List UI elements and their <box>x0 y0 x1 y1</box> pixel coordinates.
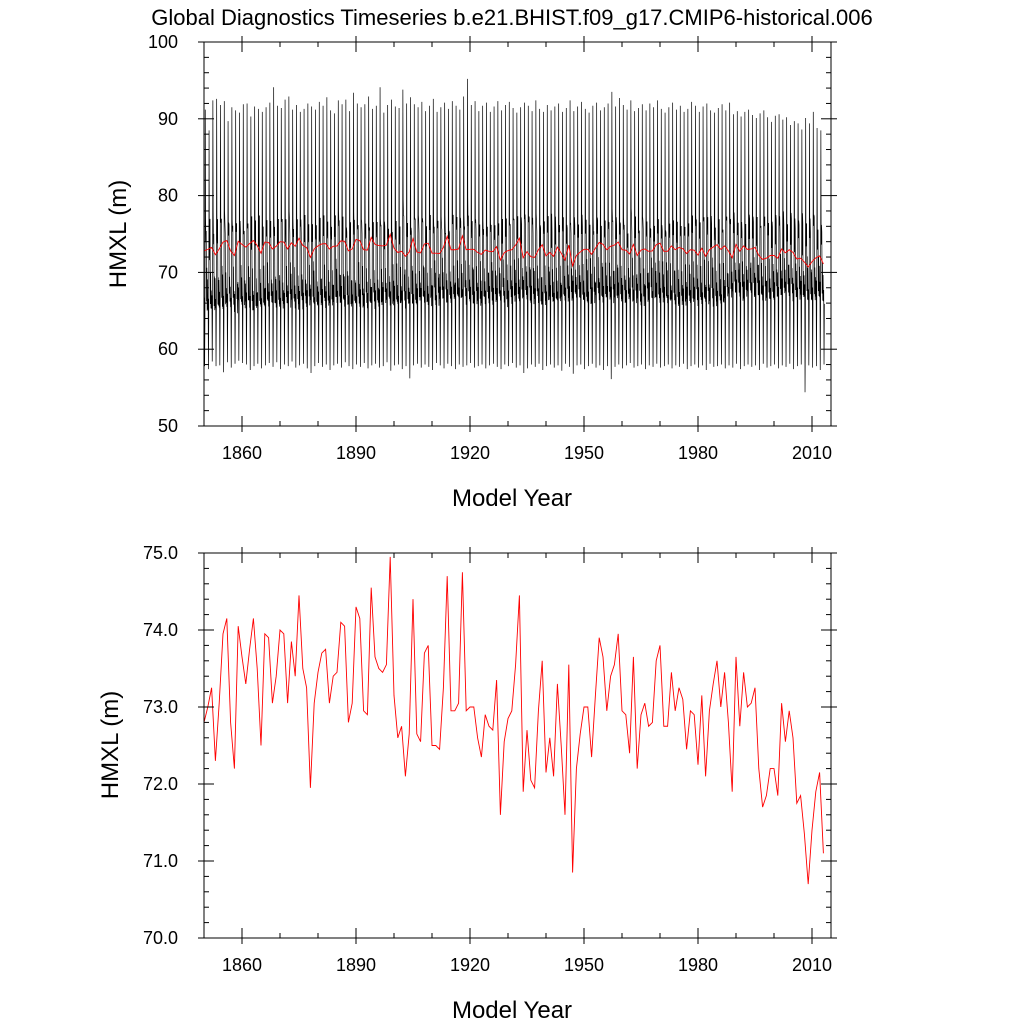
y-tick-label: 72.0 <box>143 774 178 794</box>
chart-bottom-annual: 1860 1890 1920 1950 1980 2010 70.0 71.0 72.0 73.… <box>97 543 837 1024</box>
page-title: Global Diagnostics Timeseries b.e21.BHIS… <box>151 5 872 30</box>
x-tick-label: 1860 <box>222 955 262 975</box>
x-axis-label-bottom: Model Year <box>452 997 572 1024</box>
x-tick-label: 1980 <box>678 955 718 975</box>
y-axis-label-bottom: HMXL (m) <box>97 691 124 799</box>
y-tick-label: 70.0 <box>143 928 178 948</box>
y-tick-label: 74.0 <box>143 620 178 640</box>
chart-top-monthly-annual: 1860 1890 1920 1950 1980 2010 50 60 70 80 90 100 M… <box>105 32 837 512</box>
x-tick-label: 2010 <box>792 443 832 463</box>
x-axis-bottom: 1860 1890 1920 1950 1980 2010 <box>203 547 832 975</box>
x-axis-top: 1860 1890 1920 1950 1980 2010 <box>203 36 832 463</box>
y-tick-label: 100 <box>148 32 178 52</box>
y-tick-label: 90 <box>158 109 178 129</box>
y-tick-label: 80 <box>158 186 178 206</box>
x-tick-label: 1950 <box>564 443 604 463</box>
x-tick-label: 1920 <box>450 443 490 463</box>
y-tick-label: 75.0 <box>143 543 178 563</box>
y-axis-top: 50 60 70 80 90 100 <box>148 32 837 436</box>
annual-mean-line-bottom <box>204 556 824 885</box>
plot-frame-top <box>203 41 832 427</box>
monthly-series-line-top <box>204 78 825 393</box>
y-tick-label: 73.0 <box>143 697 178 717</box>
x-tick-label: 1860 <box>222 443 262 463</box>
y-tick-label: 70 <box>158 262 178 282</box>
plot-area-top <box>204 78 825 393</box>
x-tick-label: 1920 <box>450 955 490 975</box>
annual-mean-line-top <box>204 232 824 268</box>
x-tick-label: 1890 <box>336 955 376 975</box>
y-tick-label: 60 <box>158 339 178 359</box>
x-axis-label-top: Model Year <box>452 485 572 512</box>
x-tick-label: 2010 <box>792 955 832 975</box>
x-tick-label: 1950 <box>564 955 604 975</box>
y-tick-label: 71.0 <box>143 851 178 871</box>
x-tick-label: 1980 <box>678 443 718 463</box>
y-tick-label: 50 <box>158 416 178 436</box>
x-tick-label: 1890 <box>336 443 376 463</box>
y-axis-bottom: 70.0 71.0 72.0 73.0 74.0 75.0 <box>143 543 837 948</box>
plot-area-bottom <box>204 556 824 885</box>
plot-frame-bottom <box>203 552 832 939</box>
y-axis-label-top: HMXL (m) <box>105 180 132 288</box>
